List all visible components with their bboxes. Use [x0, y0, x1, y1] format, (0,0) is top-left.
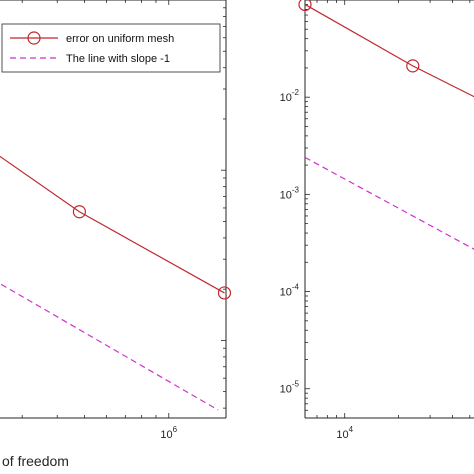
x-tick-exponent: 6 [173, 425, 178, 434]
legend-label-slope: The line with slope -1 [66, 53, 170, 65]
legend-box [1, 23, 221, 73]
legend-label-error: error on uniform mesh [66, 33, 174, 45]
y-tick-exponent: -3 [292, 185, 300, 194]
y-tick-base: 10 [280, 92, 292, 104]
x-axis-label: of freedom [2, 453, 69, 469]
series-point-error [72, 205, 87, 219]
y-tick-exponent: -2 [292, 88, 300, 97]
x-tick-base: 10 [336, 429, 348, 441]
chart-left: 106 of freedom error on uniform mesh The li… [0, 0, 232, 469]
x-tick-exponent: 4 [349, 425, 354, 434]
y-tick-label: 10-5 [280, 380, 300, 396]
series-line-slope [0, 282, 219, 411]
y-tick-base: 10 [280, 287, 292, 299]
series-line-slope [304, 156, 474, 250]
y-tick-label: 10-4 [280, 283, 300, 299]
x-tick-base: 10 [160, 429, 172, 441]
x-tick-label: 104 [336, 425, 353, 441]
series-point-error [217, 286, 232, 300]
y-tick-exponent: -5 [292, 380, 300, 389]
series-point-error [298, 0, 312, 12]
series-line-error [0, 155, 225, 294]
y-tick-base: 10 [280, 384, 292, 396]
y-tick-label: 10-3 [280, 185, 300, 201]
y-tick-exponent: -4 [292, 283, 300, 292]
y-tick-label: 10-2 [280, 88, 300, 104]
y-tick-base: 10 [280, 189, 292, 201]
series-point-error [406, 59, 420, 73]
series-line-error [304, 3, 474, 98]
legend-marker-error [27, 31, 41, 45]
x-tick-label: 106 [160, 425, 177, 441]
